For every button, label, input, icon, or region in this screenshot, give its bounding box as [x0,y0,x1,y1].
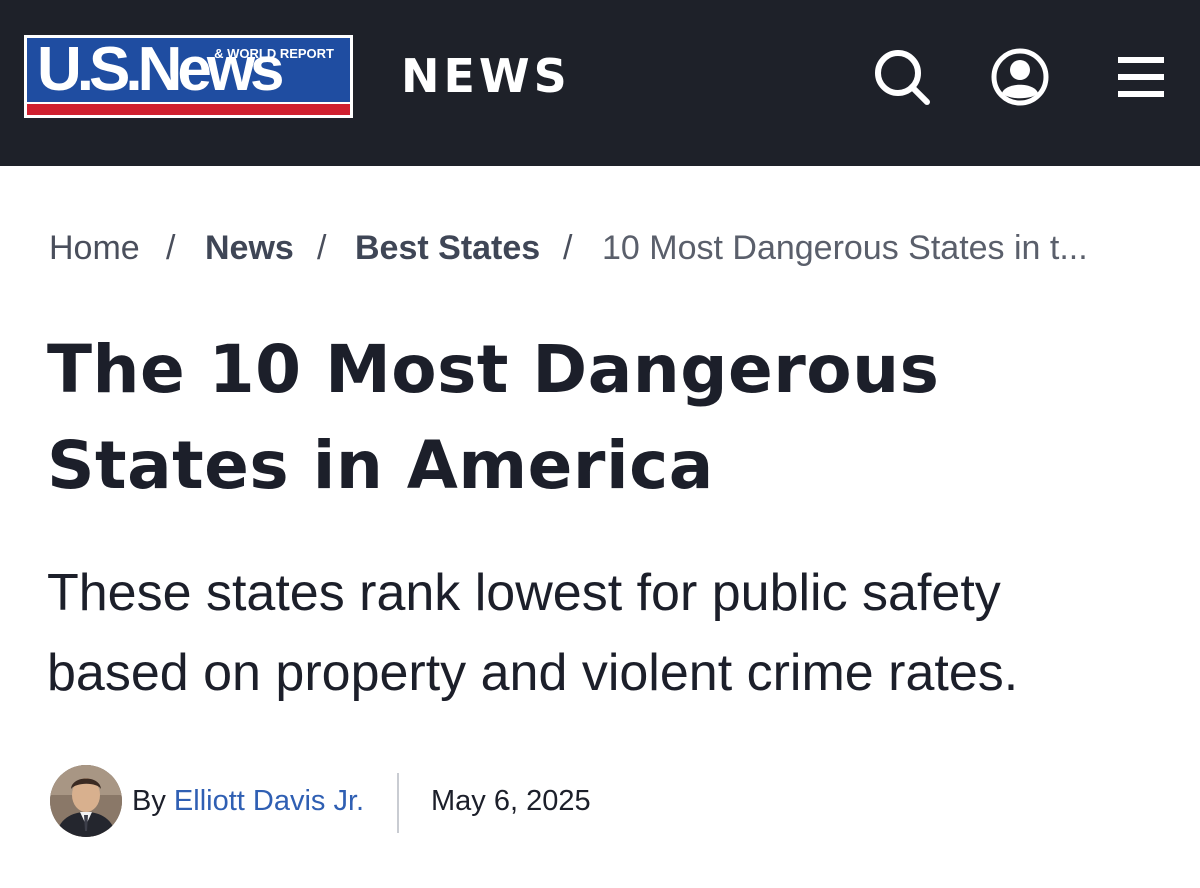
breadcrumb-news[interactable]: News [205,229,294,267]
breadcrumb: Home / News / Best States / 10 Most Dang… [49,226,1159,270]
headline-line-1: The 10 Most Dangerous [47,331,940,408]
account-button[interactable] [990,47,1050,107]
breadcrumb-separator: / [166,229,176,267]
article-headline: The 10 Most Dangerous States in America [47,322,1157,514]
usnews-logo[interactable]: U.S.News & WORLD REPORT [24,35,353,118]
breadcrumb-best-states[interactable]: Best States [355,229,541,267]
menu-icon [1118,57,1164,97]
dek-line-1: These states rank lowest for public safe… [47,564,1001,622]
publish-date: May 6, 2025 [431,785,591,817]
top-nav-bar: U.S.News & WORLD REPORT NEWS [0,0,1200,166]
logo-tagline: & WORLD REPORT [214,46,334,61]
article-dek: These states rank lowest for public safe… [47,553,1157,713]
breadcrumb-current-page: 10 Most Dangerous States in t... [602,229,1088,267]
search-icon [875,50,930,105]
account-icon [991,48,1049,106]
logo-blue-band: U.S.News & WORLD REPORT [27,38,350,102]
headline-line-2: States in America [47,427,714,504]
breadcrumb-separator: / [563,229,573,267]
byline-prefix: By [132,785,166,817]
byline: By Elliott Davis Jr. May 6, 2025 [50,765,850,837]
author-link[interactable]: Elliott Davis Jr. [173,785,365,817]
search-button[interactable] [872,47,932,107]
byline-text: By Elliott Davis Jr. [132,783,364,819]
menu-button[interactable] [1110,47,1170,107]
author-portrait [50,765,122,837]
breadcrumb-separator: / [317,229,327,267]
author-avatar[interactable] [50,765,122,837]
logo-red-stripe [27,104,350,115]
dek-line-2: based on property and violent crime rate… [47,644,1019,702]
byline-divider [397,773,399,833]
section-title[interactable]: NEWS [401,49,571,103]
logo-wordmark: U.S.News [37,38,285,102]
breadcrumb-home[interactable]: Home [49,229,140,267]
